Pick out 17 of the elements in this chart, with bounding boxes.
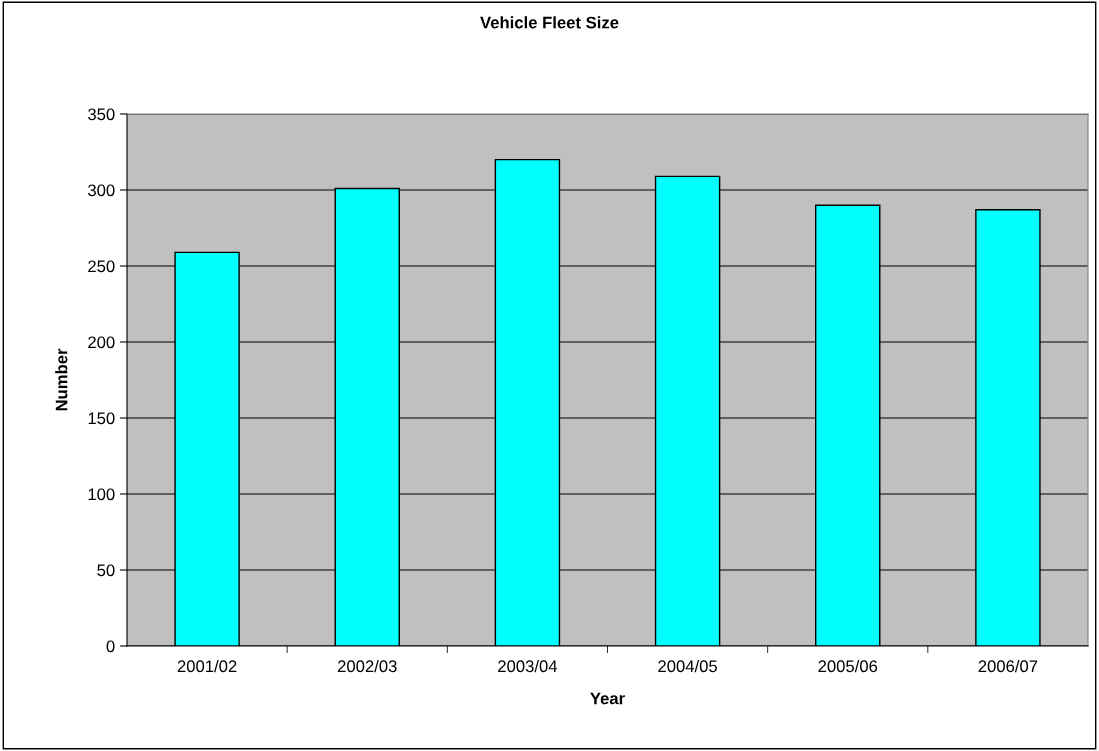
y-tick-label: 0 [106, 640, 115, 653]
x-tick-label: 2004/05 [658, 659, 718, 673]
y-tick-label: 300 [88, 184, 115, 197]
chart-title: Vehicle Fleet Size [480, 16, 619, 29]
y-tick-label: 50 [97, 564, 115, 577]
x-axis-title: Year [590, 692, 625, 705]
x-tick-label: 2005/06 [818, 659, 878, 673]
y-axis-title: Number [55, 348, 68, 411]
x-tick-label: 2002/03 [337, 659, 397, 673]
y-tick-label: 150 [88, 412, 115, 425]
x-tick-label: 2006/07 [978, 659, 1038, 673]
x-tick-label: 2001/02 [177, 659, 237, 673]
y-tick-label: 250 [88, 260, 115, 273]
y-tick-label: 200 [88, 336, 115, 349]
x-tick-label: 2003/04 [498, 659, 558, 673]
y-tick-label: 100 [88, 488, 115, 501]
y-tick-label: 350 [88, 108, 115, 121]
